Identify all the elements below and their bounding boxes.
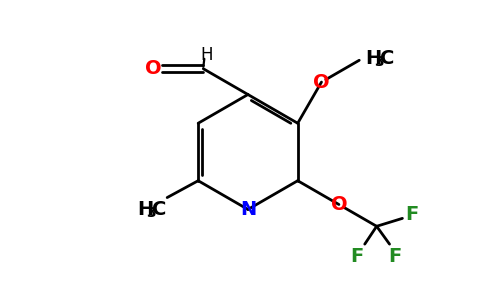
Text: O: O	[331, 195, 347, 214]
Text: 3: 3	[374, 55, 384, 69]
Text: O: O	[146, 59, 162, 78]
Text: H: H	[365, 49, 381, 68]
Text: H: H	[200, 46, 212, 64]
Text: F: F	[388, 247, 401, 266]
Text: H: H	[137, 200, 153, 219]
Text: C: C	[380, 49, 394, 68]
Text: F: F	[350, 247, 363, 266]
Text: C: C	[152, 200, 166, 219]
Text: O: O	[313, 73, 330, 92]
Text: 3: 3	[147, 206, 156, 220]
Text: F: F	[406, 205, 419, 224]
Text: N: N	[240, 200, 256, 219]
